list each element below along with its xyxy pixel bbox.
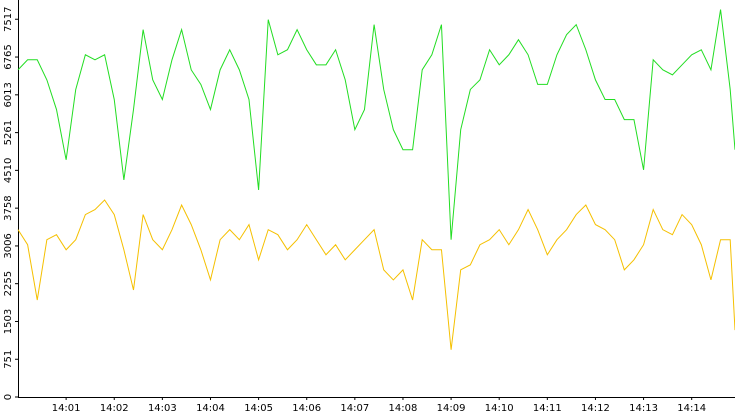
y-tick-label: 6013 [3, 82, 14, 107]
x-tick-label: 14:08 [389, 403, 418, 414]
y-tick-label: 3758 [3, 195, 14, 220]
x-tick-label: 14:14 [677, 403, 706, 414]
x-tick-label: 14:10 [485, 403, 514, 414]
y-tick-label: 5261 [3, 120, 14, 145]
x-tick-label: 14:05 [244, 403, 273, 414]
series-line [17, 9, 735, 240]
y-tick-label: 751 [3, 350, 14, 369]
y-tick-label: 2255 [3, 271, 14, 296]
y-tick-label: 4510 [3, 158, 14, 183]
x-tick-label: 14:06 [292, 403, 321, 414]
x-tick-label: 14:03 [148, 403, 177, 414]
x-tick-label: 14:09 [437, 403, 466, 414]
x-tick-label: 14:12 [581, 403, 610, 414]
x-tick-label: 14:02 [100, 403, 129, 414]
y-tick-label: 0 [3, 394, 14, 400]
x-tick-label: 14:13 [629, 403, 658, 414]
x-tick-label: 14:11 [533, 403, 562, 414]
y-tick-label: 1503 [3, 309, 14, 334]
y-tick-label: 3006 [3, 233, 14, 258]
x-tick-label: 14:04 [196, 403, 225, 414]
x-tick-label: 14:07 [340, 403, 369, 414]
series-line [17, 199, 735, 350]
y-tick-label: 6765 [3, 44, 14, 69]
y-tick-label: 7517 [3, 7, 14, 32]
x-tick-label: 14:01 [52, 403, 81, 414]
